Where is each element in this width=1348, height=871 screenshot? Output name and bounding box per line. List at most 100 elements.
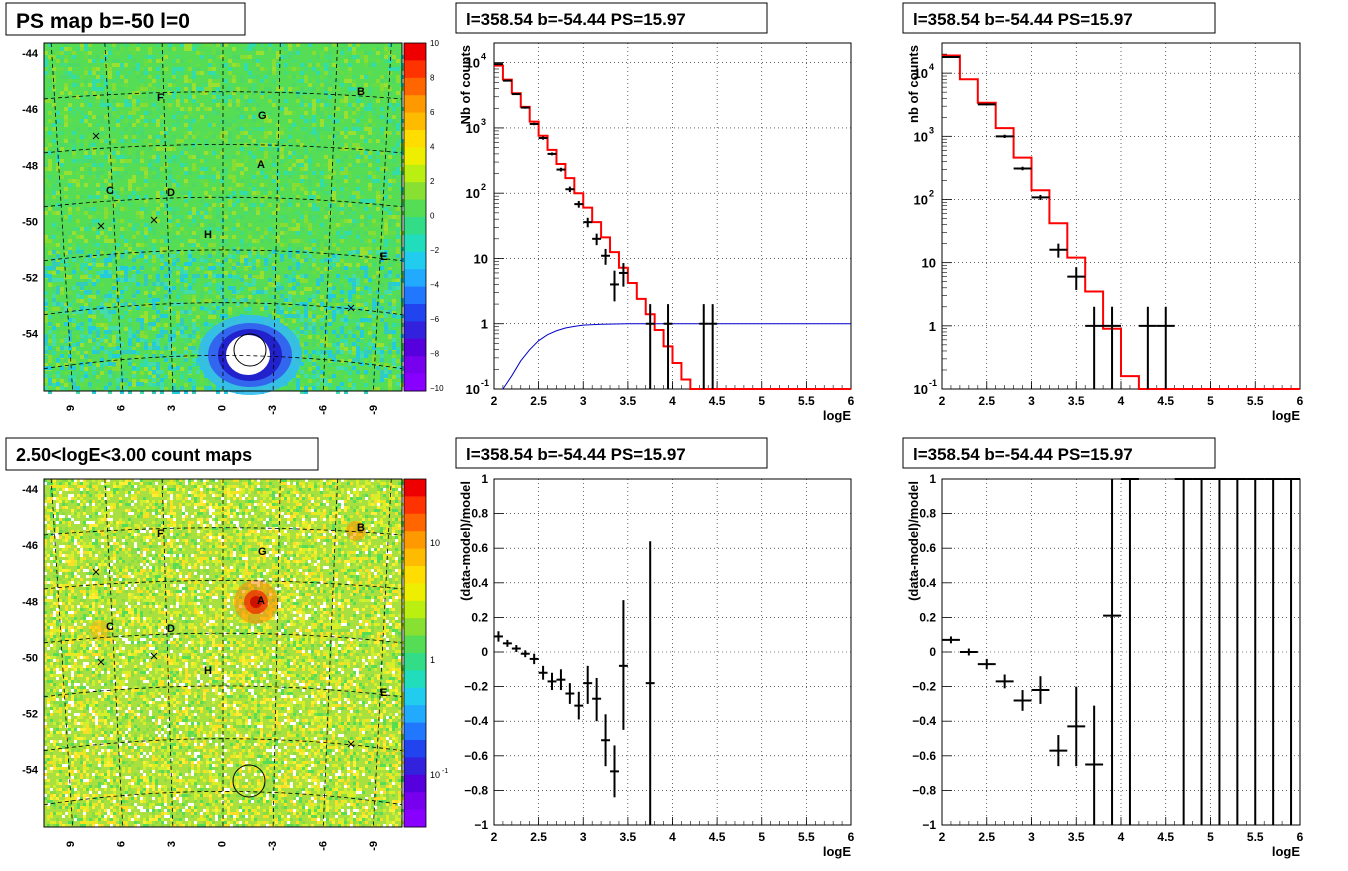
x-tick-label: 4.5 [1157,394,1174,408]
source-label: D [167,623,175,635]
colorbar-tick-exponent: -1 [442,768,448,775]
data-point [511,645,521,652]
data-point [977,658,996,670]
data-point [1085,705,1104,825]
data-point [959,648,978,656]
data-point [556,669,566,691]
colorbar-swatch [404,496,426,515]
data-point [1103,479,1121,825]
data-point [1013,166,1032,171]
y-tick-exponent: -1 [481,378,489,388]
chart-title-box [455,2,768,34]
y-tick-label: -50 [22,216,38,228]
colorbar-tick: 6 [430,108,435,117]
chart-title: l=358.54 b=-54.44 PS=15.97 [466,445,686,464]
y-tick-label: -44 [22,48,39,60]
data-point [995,674,1014,689]
data-point [942,636,960,644]
y-tick-label: 0 [929,645,936,659]
colorbar-swatch [404,548,426,567]
x-tick-label: 3.5 [620,394,637,408]
ps-map-deficit-region [198,315,302,395]
source-label: C [106,621,114,633]
x-tick-label: 6 [116,841,128,847]
y-axis-label: nb of counts [906,45,921,123]
data-point [1156,306,1175,389]
y-tick-label: 1 [481,317,488,332]
data-point [520,106,530,109]
y-tick-label: 10 [922,256,936,271]
y-tick-label: -46 [22,104,38,116]
source-label: G [258,110,267,122]
colorbar-swatch [404,356,426,375]
colorbar-tick: −6 [430,315,440,324]
y-tick-label: 10 [466,56,480,71]
x-tick-label: 4 [669,830,676,844]
x-tick-label: 2 [939,830,946,844]
y-axis-label: (data-model)/model [458,481,473,601]
y-tick-label: 0.8 [471,507,488,521]
source-label: H [204,665,212,677]
source-label: D [167,187,175,199]
colorbar-swatch [404,479,426,497]
x-tick-label: 4.5 [1157,830,1174,844]
x-tick-label: -6 [318,841,330,851]
x-tick-label: 5 [758,830,765,844]
y-axis-label: (data-model)/model [906,481,921,601]
x-tick-label: 6 [1297,394,1304,408]
data-point [592,233,602,246]
x-tick-label: -9 [368,405,380,415]
x-tick-label: 9 [65,405,77,411]
colorbar-swatch [404,635,426,654]
chart-title: l=358.54 b=-54.44 PS=15.97 [913,10,1133,29]
ps-map-colorbar: 10 8 6 4 2 0 −2 −4 −6 −8 −10 [403,39,444,393]
source-label: C [106,185,114,197]
x-tick-label: 2.5 [530,394,547,408]
data-point [520,650,530,658]
y-tick-label: 0.4 [471,576,488,590]
data-point [592,677,602,722]
data-point [502,639,512,647]
x-tick-label: 3 [580,830,587,844]
colorbar-swatch [404,286,426,305]
y-tick-label: 0.2 [919,610,936,624]
colorbar-tick: 10 [430,770,440,780]
colorbar-swatch [404,600,426,619]
source-label: E [380,687,387,699]
data-point [601,248,611,265]
data-point [1049,735,1068,767]
colorbar-tick: 2 [430,177,435,186]
y-tick-label: 0.6 [471,541,488,555]
data-point [538,136,548,140]
ps-map-coordinate-grid [43,42,403,392]
data-point [1282,478,1300,825]
x-tick-label: 3 [166,405,178,411]
data-point [1013,690,1032,711]
y-tick-label: 1 [929,472,936,486]
x-tick-label: 2.5 [530,830,547,844]
colorbar-swatch [404,43,426,61]
y-tick-label: -48 [22,596,38,608]
colorbar-swatch [404,217,426,235]
colorbar-swatch [404,60,426,79]
y-tick-exponent: 3 [929,125,934,135]
cross-marker [97,222,105,230]
y-axis-label: Nb of counts [458,45,473,124]
source-label: F [157,528,164,540]
data-point [1210,478,1229,825]
x-axis-label: logE [1272,844,1300,859]
data-point [574,691,584,720]
y-tick-label: −0.6 [464,749,488,763]
x-tick-label: 3.5 [620,830,637,844]
source-label: B [357,86,365,98]
x-tick-label: 3 [166,841,178,847]
y-tick-label: 10 [914,382,928,397]
x-tick-label: 0 [217,841,229,847]
colorbar-swatch [404,338,426,357]
data-point [942,56,960,59]
x-tick-label: 5 [1207,830,1214,844]
